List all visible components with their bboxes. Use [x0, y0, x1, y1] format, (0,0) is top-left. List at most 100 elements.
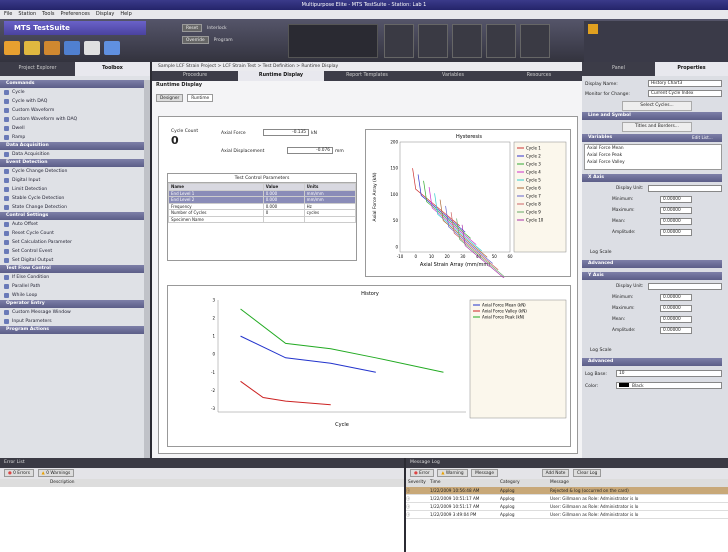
folder-icon[interactable]: [24, 41, 40, 55]
override-button[interactable]: Override: [182, 36, 209, 44]
subtab-designer[interactable]: Designer: [156, 94, 184, 102]
toolbox-item[interactable]: Limit Detection: [0, 185, 150, 194]
menu-preferences[interactable]: Preferences: [60, 11, 90, 17]
table-row[interactable]: Specimen Name: [168, 215, 357, 223]
line-symbol-section[interactable]: Line and Symbol: [582, 112, 722, 120]
toolbox-item[interactable]: Custom Message Window: [0, 308, 150, 317]
x-log-scale[interactable]: Log Scale: [590, 250, 612, 255]
toolbox-item[interactable]: Cycle Change Detection: [0, 167, 150, 176]
variables-section[interactable]: Variables: [582, 134, 722, 142]
display-name-input[interactable]: History Chart3: [648, 80, 722, 87]
toolbox-item[interactable]: Cycle with DAQ: [0, 97, 150, 106]
color-select[interactable]: Black: [616, 382, 722, 389]
toolbox-section[interactable]: Event Detection: [0, 159, 150, 167]
variable-list[interactable]: Axial Force Mean Axial Force Peak Axial Fo…: [584, 144, 722, 170]
error-filter[interactable]: ● Error: [410, 469, 434, 477]
axis-row-input[interactable]: 0.00000: [660, 196, 692, 203]
x-axis-section[interactable]: X Axis: [582, 174, 722, 182]
toolbox-item[interactable]: Set Digital Output: [0, 256, 150, 265]
toolbox-item[interactable]: State Change Detection: [0, 203, 150, 212]
tab-report-templates[interactable]: Report Templates: [324, 71, 410, 81]
titles-button[interactable]: Titles and Borders...: [622, 122, 692, 132]
toolbox-item[interactable]: If Else Condition: [0, 273, 150, 282]
add-note-button[interactable]: Add Note: [541, 469, 570, 477]
tab-procedure[interactable]: Procedure: [152, 71, 238, 81]
resume-icon[interactable]: [520, 24, 550, 58]
toolbox-item[interactable]: While Loop: [0, 291, 150, 300]
axis-row-input[interactable]: 0.00000: [660, 316, 692, 323]
toolbox-item[interactable]: Data Acquisition: [0, 150, 150, 159]
toolbox-section[interactable]: Operator Entry: [0, 300, 150, 308]
left-scrollbar[interactable]: [144, 80, 150, 458]
tab-toolbox[interactable]: Toolbox: [75, 62, 150, 76]
warning-filter[interactable]: ▲ Warning: [437, 469, 468, 477]
warnings-filter[interactable]: ▲ 0 Warnings: [37, 469, 75, 477]
message-filter[interactable]: Message: [471, 469, 498, 477]
log-base-input[interactable]: 10: [616, 370, 722, 377]
save-icon[interactable]: [84, 41, 100, 55]
toolbox-item[interactable]: Custom Waveform with DAQ: [0, 115, 150, 124]
new-test-icon[interactable]: [44, 41, 60, 55]
tab-variables[interactable]: Variables: [410, 71, 496, 81]
tab-properties[interactable]: Properties: [655, 62, 728, 76]
tab-resources[interactable]: Resources: [496, 71, 582, 81]
toolbox-item[interactable]: Auto Offset: [0, 220, 150, 229]
stop-icon[interactable]: [384, 24, 414, 58]
clear-log-button[interactable]: Clear Log: [573, 469, 602, 477]
menu-tools[interactable]: Tools: [42, 11, 55, 17]
toolbox-item[interactable]: Digital Input: [0, 176, 150, 185]
tab-runtime-display[interactable]: Runtime Display: [238, 71, 324, 81]
toolbox-item[interactable]: Set Control Event: [0, 247, 150, 256]
subtab-runtime[interactable]: Runtime: [187, 94, 214, 102]
play-icon[interactable]: [452, 24, 482, 58]
axis-row-input[interactable]: 0.00000: [660, 218, 692, 225]
hold-icon[interactable]: [486, 24, 516, 58]
tab-project-explorer[interactable]: Project Explorer: [0, 62, 75, 76]
axis-row-input[interactable]: [648, 185, 722, 192]
toolbox-item[interactable]: Parallel Path: [0, 282, 150, 291]
y-axis-section[interactable]: Y Axis: [582, 272, 722, 280]
monitor-select[interactable]: Current Cycle Index: [648, 90, 722, 97]
toolbox-item[interactable]: Ramp: [0, 133, 150, 142]
toolbox-item[interactable]: Custom Waveform: [0, 106, 150, 115]
y-log-scale[interactable]: Log Scale: [590, 348, 612, 353]
pause-icon[interactable]: [418, 24, 448, 58]
toolbox-item[interactable]: Stable Cycle Detection: [0, 194, 150, 203]
variable-item[interactable]: Axial Force Peak: [587, 153, 623, 158]
toolbox-item[interactable]: Dwell: [0, 124, 150, 133]
log-row[interactable]: ⓘ 1/22/2009 10:51:17 AM Applog User: Gillma…: [406, 503, 728, 511]
open-icon[interactable]: [4, 41, 20, 55]
reset-button[interactable]: Reset: [182, 24, 203, 32]
export-icon[interactable]: [104, 41, 120, 55]
axis-row-input[interactable]: 0.00000: [660, 294, 692, 301]
advanced-section-2[interactable]: Advanced: [582, 358, 722, 366]
menu-station[interactable]: Station: [18, 11, 37, 17]
toolbox-section[interactable]: Data Acquisition: [0, 142, 150, 150]
log-row[interactable]: ⓘ 1/22/2009 10:56:48 AM Applog Rejected & l…: [406, 487, 728, 495]
toolbox-section[interactable]: Test Flow Control: [0, 265, 150, 273]
axis-row-input[interactable]: 0.00000: [660, 207, 692, 214]
errors-filter[interactable]: ● 0 Errors: [4, 469, 34, 477]
axis-row-input[interactable]: 0.00000: [660, 327, 692, 334]
variable-item[interactable]: Axial Force Valley: [587, 160, 625, 165]
toolbox-section[interactable]: Commands: [0, 80, 150, 88]
toolbox-item[interactable]: Set Calculation Parameter: [0, 238, 150, 247]
axis-row-input[interactable]: [648, 283, 722, 290]
toolbox-item[interactable]: Reset Cycle Count: [0, 229, 150, 238]
advanced-section[interactable]: Advanced: [582, 260, 722, 268]
edit-list-button[interactable]: Edit List...: [692, 135, 713, 140]
toolbox-item[interactable]: Input Parameters: [0, 317, 150, 326]
run-icon[interactable]: [64, 41, 80, 55]
menu-help[interactable]: Help: [120, 11, 132, 17]
toolbox-section[interactable]: Control Settings: [0, 212, 150, 220]
tab-panel[interactable]: Panel: [582, 62, 655, 76]
log-row[interactable]: ⓘ 1/22/2009 10:51:17 AM Applog User: Gillma…: [406, 495, 728, 503]
variable-item[interactable]: Axial Force Mean: [587, 146, 624, 151]
log-row[interactable]: ⓘ 1/22/2009 3:49:04 PM Applog User: Gillman…: [406, 511, 728, 519]
toolbox-item[interactable]: Cycle: [0, 88, 150, 97]
menu-file[interactable]: File: [4, 11, 13, 17]
axis-row-input[interactable]: 0.00000: [660, 229, 692, 236]
toolbox-section[interactable]: Program Actions: [0, 326, 150, 334]
axis-row-input[interactable]: 0.00000: [660, 305, 692, 312]
select-cycles-button[interactable]: Select Cycles...: [622, 101, 692, 111]
